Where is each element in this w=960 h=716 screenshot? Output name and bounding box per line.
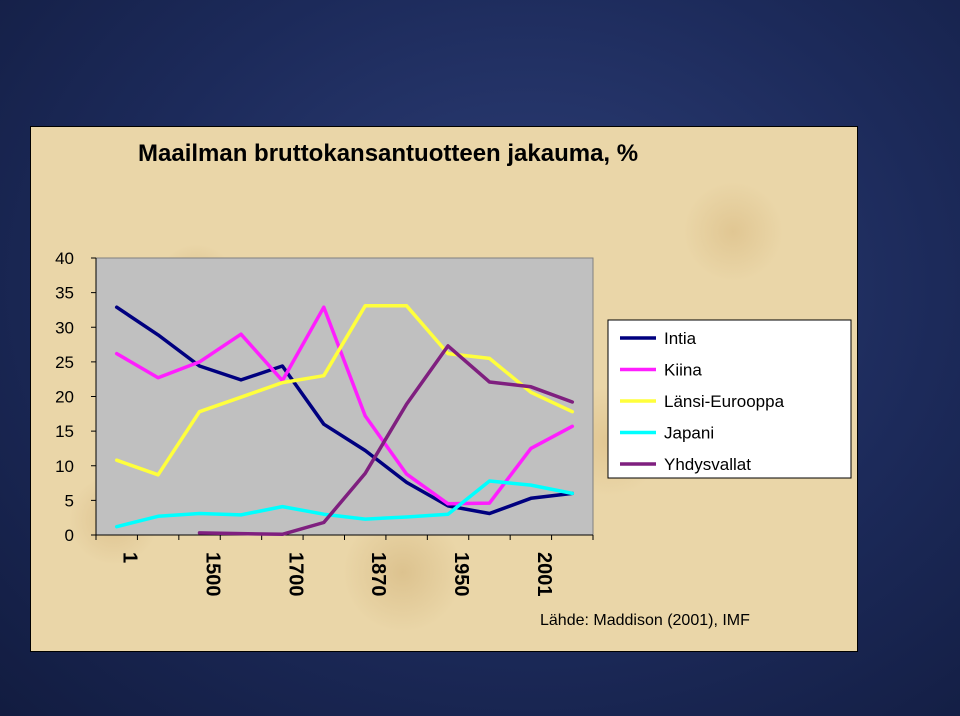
legend-label: Japani: [664, 424, 714, 443]
x-tick-label: 1500: [202, 552, 224, 597]
legend-label: Intia: [664, 329, 697, 348]
x-tick-label: 1: [119, 552, 141, 563]
y-tick-label: 15: [55, 422, 74, 441]
y-tick-label: 35: [55, 284, 74, 303]
legend-label: Länsi-Eurooppa: [664, 392, 785, 411]
y-tick-label: 30: [55, 318, 74, 337]
chart-title: Maailman bruttokansantuotteen jakauma, %: [138, 140, 639, 167]
y-tick-label: 5: [65, 491, 74, 510]
y-tick-label: 25: [55, 353, 74, 372]
legend-label: Yhdysvallat: [664, 455, 751, 474]
y-tick-label: 20: [55, 388, 74, 407]
series-line-yhdysvallat: [197, 344, 575, 537]
x-tick-label: 1700: [284, 552, 306, 597]
y-tick-label: 0: [65, 526, 74, 545]
source-note: Lähde: Maddison (2001), IMF: [540, 612, 750, 629]
series-line-japani: [114, 479, 575, 529]
legend-box: [607, 319, 852, 479]
y-tick-label: 10: [55, 457, 74, 476]
series-line-intia: [114, 305, 575, 516]
x-tick-label: 1950: [450, 552, 472, 597]
series-line-l-nsi-eurooppa: [114, 304, 575, 477]
plot-area: [95, 257, 594, 536]
x-tick-label: 1870: [367, 552, 389, 597]
series-line-kiina: [114, 305, 575, 506]
y-tick-label: 40: [55, 249, 74, 268]
legend-label: Kiina: [664, 361, 702, 380]
x-tick-label: 2001: [533, 552, 555, 597]
